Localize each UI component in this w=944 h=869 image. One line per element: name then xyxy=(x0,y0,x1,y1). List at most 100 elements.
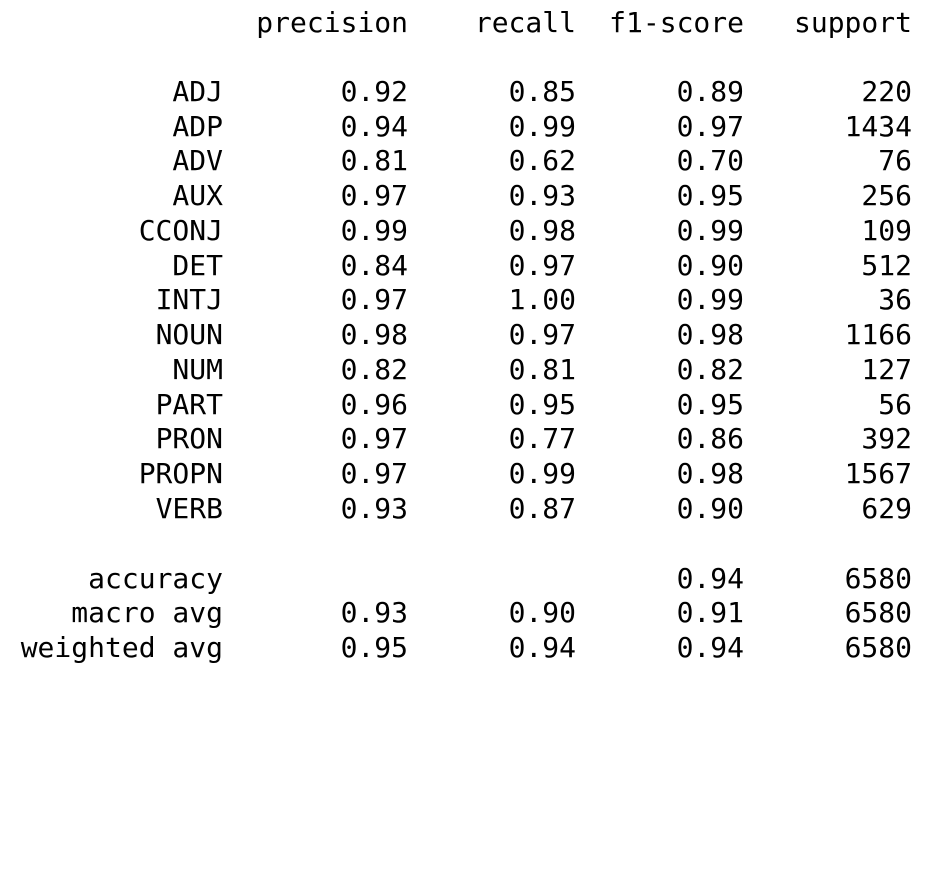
table-row: DET 0.84 0.97 0.90 512 xyxy=(0,249,944,283)
summary-row-accuracy: accuracy 0.94 6580 xyxy=(0,562,944,596)
row-support: 6580 xyxy=(844,596,912,629)
row-recall: 0.85 xyxy=(508,75,576,108)
row-support: 56 xyxy=(878,388,912,421)
row-recall: 0.94 xyxy=(508,631,576,664)
row-recall: 0.97 xyxy=(508,318,576,351)
row-f1-score: 0.98 xyxy=(676,457,744,490)
row-label: PART xyxy=(155,388,223,421)
row-support: 6580 xyxy=(844,562,912,595)
row-f1-score: 0.90 xyxy=(676,249,744,282)
row-label: INTJ xyxy=(155,283,223,316)
row-support: 629 xyxy=(861,492,912,525)
table-row: ADJ 0.92 0.85 0.89 220 xyxy=(0,75,944,109)
table-row: PROPN 0.97 0.99 0.98 1567 xyxy=(0,457,944,491)
row-support: 109 xyxy=(861,214,912,247)
table-row: NUM 0.82 0.81 0.82 127 xyxy=(0,353,944,387)
row-precision: 0.97 xyxy=(340,422,408,455)
header-support: support xyxy=(793,6,912,39)
table-row: INTJ 0.97 1.00 0.99 36 xyxy=(0,283,944,317)
row-precision: 0.98 xyxy=(340,318,408,351)
summary-row-macro-avg: macro avg 0.93 0.90 0.91 6580 xyxy=(0,596,944,630)
header-recall: recall xyxy=(474,6,576,39)
row-precision: 0.94 xyxy=(340,110,408,143)
row-f1-score: 0.99 xyxy=(676,214,744,247)
row-recall: 0.90 xyxy=(508,596,576,629)
row-label: NOUN xyxy=(155,318,223,351)
row-support: 1166 xyxy=(844,318,912,351)
row-label: PROPN xyxy=(138,457,223,490)
row-label: VERB xyxy=(155,492,223,525)
row-f1-score: 0.99 xyxy=(676,283,744,316)
row-precision: 0.97 xyxy=(340,179,408,212)
row-label: ADV xyxy=(172,144,223,177)
summary-row-weighted-avg: weighted avg 0.95 0.94 0.94 6580 xyxy=(0,631,944,665)
row-precision: 0.99 xyxy=(340,214,408,247)
row-f1-score: 0.86 xyxy=(676,422,744,455)
row-precision: 0.93 xyxy=(340,596,408,629)
row-recall: 0.77 xyxy=(508,422,576,455)
row-f1-score: 0.91 xyxy=(676,596,744,629)
row-recall: 0.87 xyxy=(508,492,576,525)
row-precision: 0.93 xyxy=(340,492,408,525)
table-row: VERB 0.93 0.87 0.90 629 xyxy=(0,492,944,526)
row-label: ADP xyxy=(172,110,223,143)
row-f1-score: 0.89 xyxy=(676,75,744,108)
row-label: DET xyxy=(172,249,223,282)
classification-report: precision recall f1-score support ADJ 0.… xyxy=(0,6,944,665)
row-recall: 0.99 xyxy=(508,457,576,490)
row-precision: 0.97 xyxy=(340,457,408,490)
row-f1-score: 0.95 xyxy=(676,179,744,212)
row-support: 512 xyxy=(861,249,912,282)
row-f1-score: 0.82 xyxy=(676,353,744,386)
row-support: 6580 xyxy=(844,631,912,664)
row-label: macro avg xyxy=(71,596,223,629)
row-recall: 0.99 xyxy=(508,110,576,143)
row-recall: 0.95 xyxy=(508,388,576,421)
row-support: 36 xyxy=(878,283,912,316)
header-f1-score: f1-score xyxy=(609,6,744,39)
row-label: AUX xyxy=(172,179,223,212)
row-recall: 0.81 xyxy=(508,353,576,386)
row-label: NUM xyxy=(172,353,223,386)
row-f1-score: 0.90 xyxy=(676,492,744,525)
row-label: accuracy xyxy=(88,562,223,595)
row-label: ADJ xyxy=(172,75,223,108)
row-support: 256 xyxy=(861,179,912,212)
row-recall: 0.98 xyxy=(508,214,576,247)
row-f1-score: 0.95 xyxy=(676,388,744,421)
row-label: weighted avg xyxy=(20,631,223,664)
row-precision: 0.84 xyxy=(340,249,408,282)
row-label: PRON xyxy=(155,422,223,455)
table-row: PART 0.96 0.95 0.95 56 xyxy=(0,388,944,422)
row-precision: 0.82 xyxy=(340,353,408,386)
row-recall: 0.97 xyxy=(508,249,576,282)
row-recall: 0.62 xyxy=(508,144,576,177)
table-row: CCONJ 0.99 0.98 0.99 109 xyxy=(0,214,944,248)
row-f1-score: 0.94 xyxy=(676,562,744,595)
row-precision: 0.97 xyxy=(340,283,408,316)
table-row: AUX 0.97 0.93 0.95 256 xyxy=(0,179,944,213)
row-f1-score: 0.70 xyxy=(676,144,744,177)
row-f1-score: 0.98 xyxy=(676,318,744,351)
row-precision: 0.92 xyxy=(340,75,408,108)
row-f1-score: 0.94 xyxy=(676,631,744,664)
table-row: ADV 0.81 0.62 0.70 76 xyxy=(0,144,944,178)
table-row: NOUN 0.98 0.97 0.98 1166 xyxy=(0,318,944,352)
row-support: 1567 xyxy=(844,457,912,490)
row-support: 1434 xyxy=(844,110,912,143)
header-row: precision recall f1-score support xyxy=(0,6,944,40)
row-f1-score: 0.97 xyxy=(676,110,744,143)
row-recall: 1.00 xyxy=(508,283,576,316)
row-support: 220 xyxy=(861,75,912,108)
header-precision: precision xyxy=(256,6,408,39)
row-precision: 0.96 xyxy=(340,388,408,421)
row-precision: 0.95 xyxy=(340,631,408,664)
row-support: 127 xyxy=(861,353,912,386)
table-row: ADP 0.94 0.99 0.97 1434 xyxy=(0,110,944,144)
row-support: 392 xyxy=(861,422,912,455)
row-recall: 0.93 xyxy=(508,179,576,212)
row-support: 76 xyxy=(878,144,912,177)
row-label: CCONJ xyxy=(138,214,223,247)
row-precision: 0.81 xyxy=(340,144,408,177)
table-row: PRON 0.97 0.77 0.86 392 xyxy=(0,422,944,456)
